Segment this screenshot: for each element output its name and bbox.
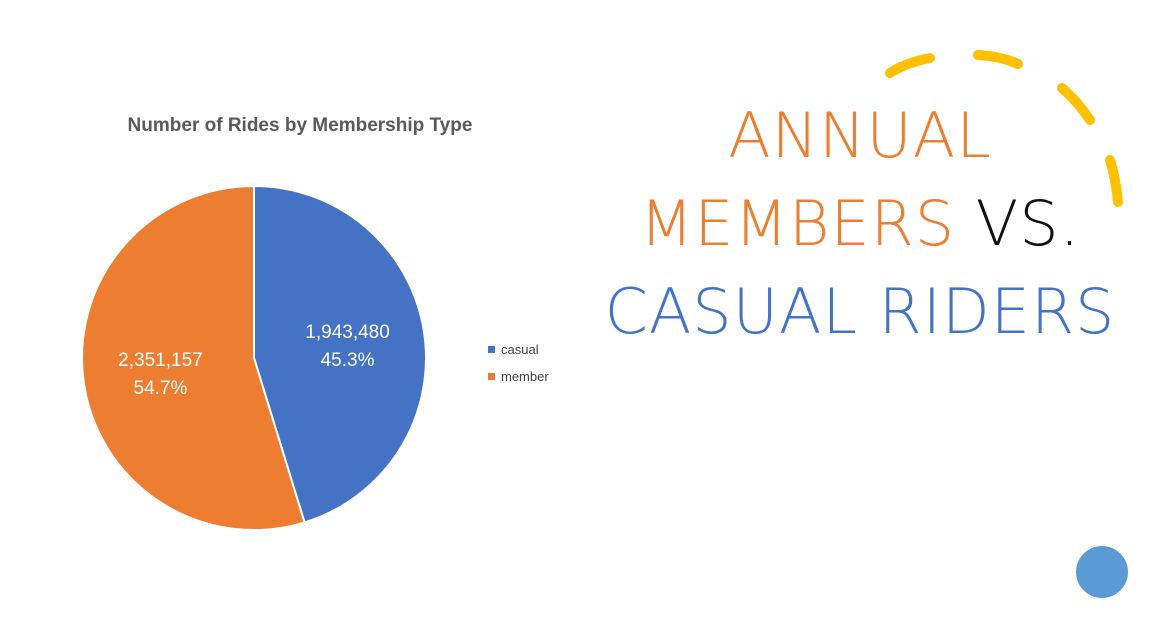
heading-annual: ANNUAL: [728, 99, 992, 172]
slide-heading: ANNUAL MEMBERS VS. CASUAL RIDERS: [560, 92, 1153, 356]
data-label-value-casual: 1,943,480: [305, 322, 390, 343]
arc-dash-4: [1105, 155, 1123, 207]
heading-members: MEMBERS: [639, 187, 956, 260]
data-label-percent-member: 54.7%: [134, 378, 188, 399]
arc-dash-2: [973, 50, 1023, 69]
heading-line-2: MEMBERS VS.: [560, 180, 1153, 268]
legend-item-casual: casual: [488, 336, 549, 363]
heading-vs: VS.: [955, 187, 1081, 260]
pie-slice-casual: [253, 184, 427, 524]
legend-label-member: member: [501, 369, 549, 384]
decorative-circle: [1076, 546, 1128, 598]
heading-line-3: CASUAL RIDERS: [560, 268, 1153, 356]
arc-dash-1: [885, 53, 935, 78]
arc-dash-3: [1057, 83, 1095, 125]
data-label-value-member: 2,351,157: [118, 350, 203, 371]
legend-swatch-casual: [488, 346, 495, 353]
heading-casual-riders: CASUAL RIDERS: [604, 275, 1116, 348]
legend-item-member: member: [488, 363, 549, 390]
legend-swatch-member: [488, 373, 495, 380]
data-label-percent-casual: 45.3%: [321, 350, 375, 371]
chart-title: Number of Rides by Membership Type: [127, 115, 473, 136]
heading-line-1: ANNUAL: [560, 92, 1153, 180]
legend-label-casual: casual: [501, 342, 539, 357]
chart-legend: casual member: [488, 336, 549, 390]
pie-slice-member: [81, 184, 306, 531]
